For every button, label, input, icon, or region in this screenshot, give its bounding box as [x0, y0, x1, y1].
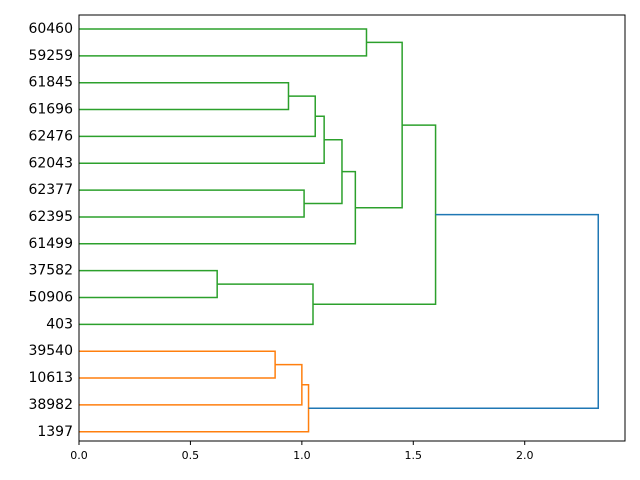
x-tick-label: 1.0: [293, 449, 311, 462]
leaf-label-62395: 62395: [28, 209, 73, 225]
leaf-label-62377: 62377: [28, 182, 73, 198]
link-m3: [79, 95, 316, 138]
leaf-label-50906: 50906: [28, 290, 73, 306]
link-m15: [308, 213, 600, 410]
x-tick-label: 0.5: [182, 449, 200, 462]
leaf-label-1397: 1397: [37, 424, 73, 440]
dendrogram-links: [79, 28, 600, 433]
leaf-label-59259: 59259: [28, 48, 73, 64]
link-m4: [79, 115, 325, 164]
leaf-labels: 60460 59259 61845 61696 62476 62043 62377 62395…: [28, 21, 73, 440]
plot-frame: [78, 14, 626, 442]
leaf-label-39540: 39540: [28, 343, 73, 359]
leaf-label-62043: 62043: [28, 155, 73, 171]
leaf-label-62476: 62476: [28, 128, 73, 144]
link-m12: [79, 350, 276, 379]
leaf-label-61499: 61499: [28, 236, 73, 252]
link-m5: [79, 189, 305, 218]
link-m1: [79, 28, 368, 57]
x-axis-ticks: 0.0 0.5 1.0 1.5 2.0: [70, 441, 533, 462]
link-m2: [79, 81, 290, 111]
x-tick-label: 0.0: [70, 449, 88, 462]
link-m11: [313, 124, 437, 305]
x-tick-label: 2.0: [516, 449, 534, 462]
leaf-label-10613: 10613: [28, 370, 73, 386]
leaf-label-38982: 38982: [28, 397, 73, 413]
link-m9: [79, 269, 218, 299]
leaf-label-403: 403: [46, 316, 73, 332]
x-tick-label: 1.5: [405, 449, 423, 462]
link-m8: [355, 41, 403, 209]
link-m10: [79, 283, 314, 326]
link-m6: [304, 139, 343, 205]
link-m14: [79, 384, 310, 433]
leaf-label-37582: 37582: [28, 263, 73, 279]
link-m7: [79, 170, 357, 245]
leaf-label-60460: 60460: [28, 21, 73, 37]
leaf-label-61845: 61845: [28, 75, 73, 91]
leaf-label-61696: 61696: [28, 102, 73, 118]
link-m13: [79, 363, 303, 406]
